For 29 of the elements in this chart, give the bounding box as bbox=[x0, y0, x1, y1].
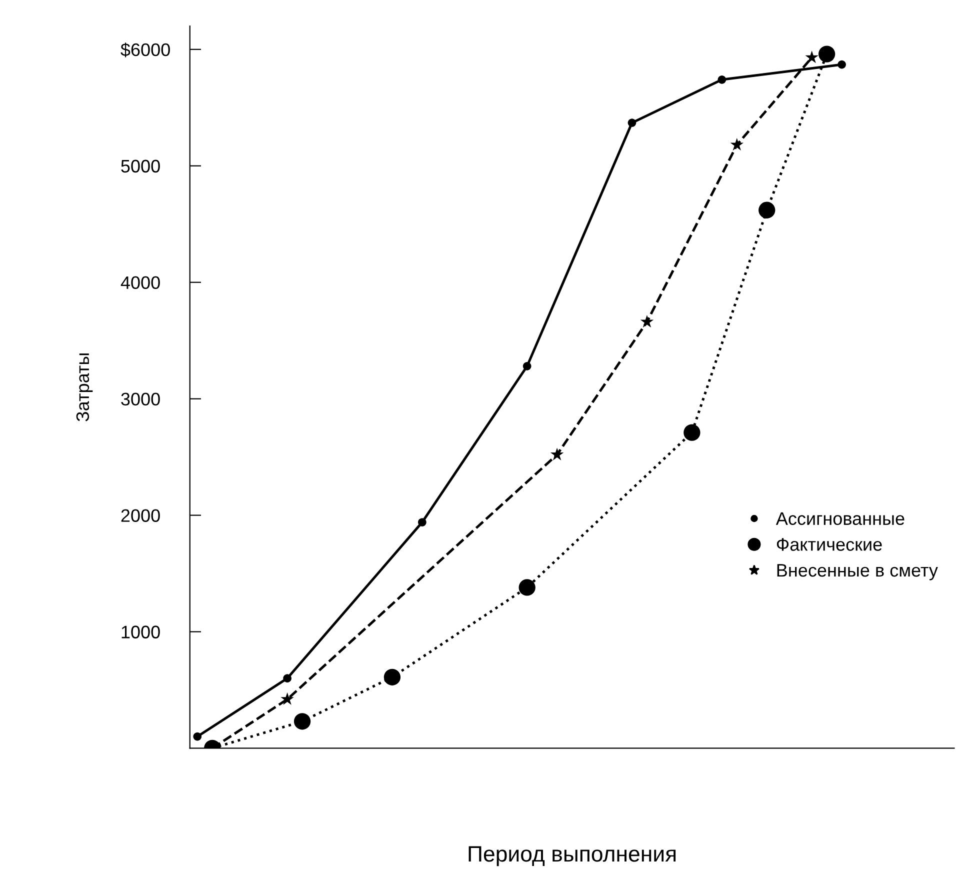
point bbox=[730, 138, 744, 151]
point bbox=[518, 579, 536, 596]
point bbox=[805, 50, 818, 64]
y-tick-label: 2000 bbox=[121, 509, 160, 522]
point bbox=[193, 732, 202, 741]
point bbox=[838, 60, 846, 69]
point bbox=[640, 314, 654, 328]
y-tick-label: 1000 bbox=[122, 626, 160, 638]
y-tick-label: $6000 bbox=[120, 42, 170, 58]
point bbox=[294, 713, 311, 730]
point bbox=[418, 518, 426, 526]
legend-label: Ассигнованные bbox=[776, 512, 904, 525]
y-tick-label: 4000 bbox=[120, 276, 160, 290]
x-axis-title: Период выполнения bbox=[468, 846, 676, 866]
point bbox=[384, 668, 401, 686]
point bbox=[628, 118, 636, 127]
legend-label: Внесенные в смету bbox=[777, 564, 938, 580]
point bbox=[280, 692, 294, 705]
point bbox=[522, 362, 532, 370]
point bbox=[684, 424, 700, 441]
y-tick-label: 5000 bbox=[121, 160, 160, 173]
legend-label: Фактические bbox=[776, 538, 882, 551]
point bbox=[758, 202, 776, 218]
point bbox=[818, 46, 836, 62]
point bbox=[283, 674, 292, 682]
y-tick-label: 3000 bbox=[121, 392, 160, 406]
point bbox=[550, 448, 564, 460]
y-axis-title: Затраты bbox=[76, 354, 93, 422]
point bbox=[718, 76, 726, 84]
